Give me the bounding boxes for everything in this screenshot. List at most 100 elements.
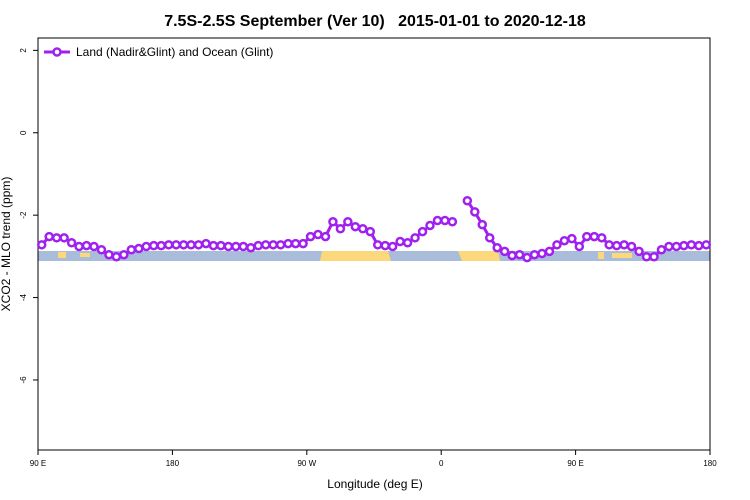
point bbox=[201, 238, 211, 249]
point bbox=[231, 241, 241, 252]
y-tick-label: 2 bbox=[19, 48, 28, 53]
chart-title: 7.5S-2.5S September (Ver 10) 2015-01-01 … bbox=[164, 13, 586, 30]
point bbox=[425, 220, 435, 231]
point bbox=[238, 241, 249, 252]
point bbox=[537, 248, 547, 259]
point bbox=[477, 219, 488, 230]
point bbox=[126, 245, 137, 255]
point bbox=[432, 215, 443, 226]
point bbox=[74, 241, 84, 252]
point bbox=[582, 231, 592, 242]
point bbox=[313, 229, 323, 240]
point bbox=[186, 240, 196, 250]
point bbox=[402, 238, 413, 248]
point bbox=[216, 240, 226, 251]
point bbox=[634, 246, 644, 257]
point bbox=[447, 217, 458, 227]
y-tick-label: -6 bbox=[19, 376, 28, 384]
point bbox=[686, 240, 697, 250]
point bbox=[260, 240, 271, 250]
point bbox=[320, 231, 331, 242]
point bbox=[208, 240, 219, 251]
point bbox=[410, 233, 420, 243]
point bbox=[290, 238, 301, 249]
point bbox=[559, 235, 570, 246]
point bbox=[298, 238, 308, 249]
x-tick-label: 90 E bbox=[567, 459, 583, 468]
point bbox=[89, 241, 99, 252]
point bbox=[134, 243, 144, 254]
point bbox=[148, 240, 159, 251]
point bbox=[596, 233, 607, 243]
x-axis-label: Longitude (deg E) bbox=[327, 477, 422, 491]
point bbox=[66, 238, 77, 248]
point bbox=[171, 240, 181, 250]
point bbox=[305, 231, 316, 242]
point bbox=[604, 240, 614, 250]
point bbox=[417, 226, 428, 237]
point bbox=[387, 241, 398, 252]
point bbox=[119, 249, 129, 260]
point bbox=[104, 249, 114, 260]
point bbox=[268, 240, 278, 250]
point bbox=[178, 240, 189, 250]
point bbox=[671, 241, 682, 252]
point bbox=[694, 240, 704, 251]
map-strip bbox=[38, 251, 710, 261]
point bbox=[514, 249, 525, 260]
point bbox=[462, 195, 473, 206]
point bbox=[81, 240, 92, 251]
point bbox=[641, 252, 652, 262]
point bbox=[440, 215, 450, 226]
point bbox=[156, 240, 166, 251]
point bbox=[656, 245, 667, 255]
point bbox=[343, 217, 353, 227]
point bbox=[350, 221, 361, 232]
point bbox=[664, 241, 674, 252]
point bbox=[567, 233, 577, 244]
point bbox=[499, 246, 510, 257]
y-tick-label: 0 bbox=[19, 130, 28, 135]
x-tick-label: 0 bbox=[439, 459, 444, 468]
point bbox=[372, 240, 383, 250]
y-tick-label: -4 bbox=[19, 293, 28, 301]
point bbox=[470, 207, 480, 217]
point bbox=[36, 240, 47, 250]
point bbox=[358, 224, 368, 234]
point bbox=[484, 233, 495, 243]
point bbox=[589, 231, 600, 242]
point bbox=[141, 241, 152, 252]
point bbox=[529, 249, 540, 260]
point bbox=[283, 238, 293, 249]
x-tick-label: 90 W bbox=[297, 459, 316, 468]
point bbox=[51, 233, 62, 243]
point bbox=[193, 240, 204, 250]
point bbox=[275, 240, 286, 250]
point bbox=[395, 236, 405, 247]
point bbox=[574, 241, 585, 252]
point bbox=[380, 240, 390, 251]
x-tick-label: 90 E bbox=[30, 459, 46, 468]
point bbox=[611, 240, 622, 251]
point bbox=[96, 245, 107, 255]
point bbox=[59, 233, 69, 243]
point bbox=[552, 240, 562, 250]
point bbox=[246, 242, 256, 253]
point bbox=[679, 240, 689, 251]
point bbox=[253, 240, 264, 251]
legend-label: Land (Nadir&Glint) and Ocean (Glint) bbox=[76, 45, 273, 59]
point bbox=[111, 252, 122, 262]
point bbox=[522, 252, 532, 263]
x-tick-label: 180 bbox=[166, 459, 180, 468]
point bbox=[223, 241, 234, 252]
y-axis-label: XCO2 - MLO trend (ppm) bbox=[0, 177, 13, 312]
point bbox=[649, 252, 659, 262]
point bbox=[163, 240, 174, 250]
point bbox=[701, 240, 712, 250]
point bbox=[544, 246, 555, 257]
point bbox=[619, 240, 629, 250]
x-tick-label: 180 bbox=[703, 459, 717, 468]
point bbox=[507, 250, 517, 261]
point bbox=[365, 226, 376, 237]
